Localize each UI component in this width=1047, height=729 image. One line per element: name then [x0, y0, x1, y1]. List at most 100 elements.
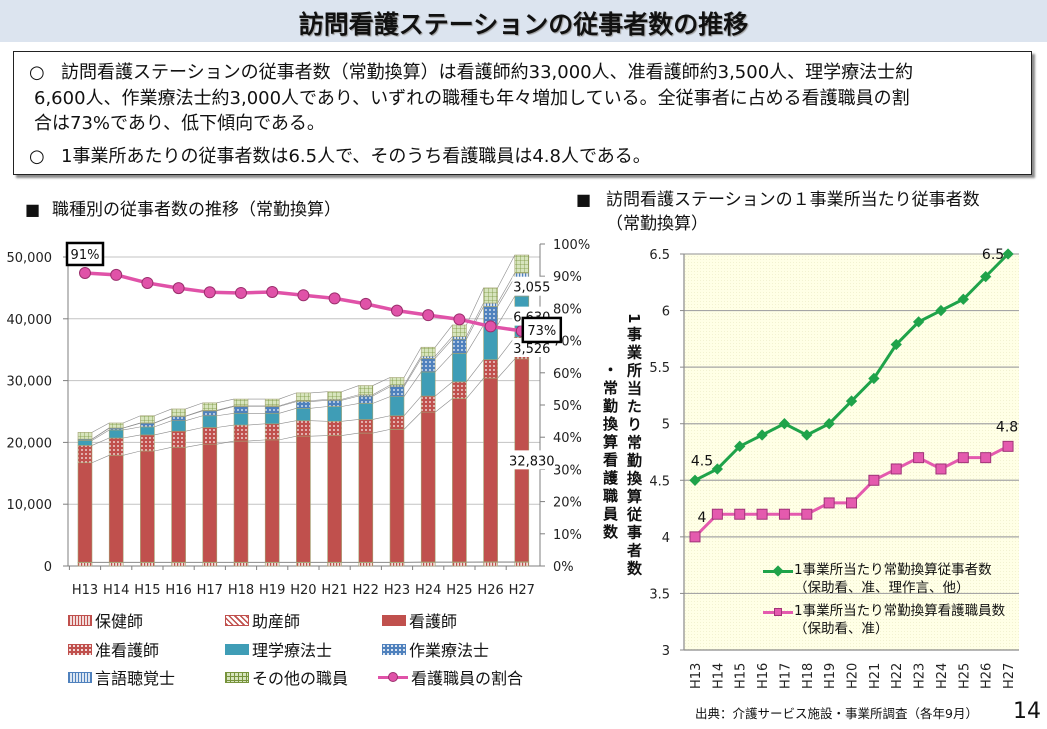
legend-label: 保健師 — [95, 612, 144, 631]
bar-segment — [327, 435, 342, 563]
bar-stack — [483, 287, 498, 567]
x-tick-label: H20 — [846, 663, 861, 689]
legend-item-sagyo: 作業療法士 — [382, 639, 489, 660]
bar-segment — [389, 429, 405, 563]
bar-segment — [202, 415, 218, 428]
bar-segment — [233, 424, 249, 442]
y-tick-label-left: 50,000 — [7, 251, 53, 266]
bar-segment — [233, 412, 249, 426]
series-connector-line — [435, 381, 453, 397]
x-tick-label: H16 — [756, 663, 771, 689]
series-connector-line — [434, 336, 453, 357]
callout-label: 73% — [527, 324, 556, 339]
bar-segment — [483, 561, 498, 567]
y-tick-label-right: 40% — [553, 431, 582, 446]
x-tick-label: H25 — [957, 663, 972, 689]
per-office-staff-line-chart: 3 3.5 4 4.5 5 5.5 6 6.5 H13 H14 H15 H16 H17 H18 H19 H20… — [649, 247, 1019, 689]
y-tick-label-right: 90% — [553, 270, 582, 285]
legend-label: その他の職員 — [252, 669, 349, 688]
legend-label: 言語聴覚士 — [95, 669, 176, 688]
bar-segment — [483, 377, 498, 563]
bar-segment — [140, 422, 155, 428]
bar-segment — [452, 336, 467, 340]
bar-segment — [140, 434, 155, 452]
series-connector-line — [466, 287, 484, 326]
bar-stack — [420, 346, 436, 567]
series-connector-line — [372, 415, 391, 420]
bar-segment — [296, 392, 311, 401]
bar-stack — [389, 377, 405, 567]
series-connector-line — [91, 427, 110, 440]
square-point — [890, 463, 902, 475]
series-connector-line — [91, 422, 110, 433]
bar-segment — [77, 440, 93, 446]
square-point — [756, 508, 768, 520]
series-connector-line — [341, 385, 359, 393]
callout-label: 91% — [71, 248, 100, 263]
x-tick-label: H25 — [446, 583, 472, 598]
bar-segment — [171, 430, 186, 448]
series-connector-line — [310, 406, 328, 409]
bar-segment — [327, 562, 342, 567]
data-label: 32,830 — [509, 454, 555, 469]
diamond-point — [980, 270, 992, 283]
y-tick-label: 6 — [662, 305, 670, 320]
diamond-point — [689, 474, 701, 486]
bar-segment — [420, 358, 436, 373]
series-connector-line — [497, 254, 516, 289]
bar-segment — [296, 435, 311, 563]
right-chart-title-line: 訪問看護ステーションの１事業所当たり従事者数 — [606, 190, 980, 210]
series-connector-line — [403, 347, 422, 378]
bar-segment — [389, 415, 405, 430]
legend-item-josanshi: 助産師 — [225, 610, 300, 631]
series-connector-line — [185, 443, 203, 448]
bar-segment — [264, 412, 280, 425]
ratio-point — [110, 268, 123, 281]
bar-segment — [233, 398, 249, 407]
bar-segment — [452, 562, 467, 567]
bar-segment — [171, 420, 186, 432]
bar-segment — [264, 439, 280, 563]
diamond-point — [912, 316, 925, 328]
square-point — [801, 508, 813, 520]
page-title: 訪問看護ステーションの従事者数の推移 — [298, 10, 749, 39]
series-connector-line — [310, 399, 328, 401]
diamond-point — [845, 395, 858, 407]
legend-swatch — [225, 614, 249, 626]
x-tick-label: H24 — [935, 663, 950, 689]
square-point — [1002, 440, 1014, 452]
series-connector-line — [372, 429, 391, 434]
ratio-point — [79, 266, 91, 279]
summary-line: 訪問看護ステーションの従事者数（常勤換算）は看護師約33,000人、准看護師約3… — [61, 62, 914, 83]
y-tick-label-left: 10,000 — [7, 498, 53, 513]
ratio-point — [422, 309, 435, 322]
square-point — [980, 452, 992, 464]
callout-box — [521, 316, 563, 344]
square-point — [957, 452, 969, 464]
legend-swatch — [225, 643, 249, 655]
x-tick-label: H27 — [1002, 663, 1017, 689]
x-tick-label: H26 — [980, 663, 995, 689]
bar-segment — [452, 398, 467, 563]
diamond-marker-icon — [772, 565, 784, 577]
bar-segment — [327, 421, 342, 436]
bar-segment — [296, 420, 311, 437]
bar-segment — [389, 396, 405, 417]
y-tick-label-left: 40,000 — [7, 313, 53, 328]
bar-segment — [358, 385, 374, 396]
y-tick-label-left: 0 — [44, 560, 52, 575]
x-tick-label: H17 — [778, 663, 793, 689]
x-tick-label: H14 — [103, 583, 129, 598]
bar-segment — [452, 324, 467, 337]
y-tick-label-right: 50% — [553, 399, 582, 414]
bar-segment — [420, 371, 436, 397]
left-chart-title: 職種別の従事者数の推移（常勤換算） — [52, 200, 341, 220]
series-connector-line — [310, 420, 328, 422]
bar-segment — [452, 353, 467, 383]
bar-segment — [514, 254, 530, 274]
series-connector-line — [434, 324, 453, 348]
series-connector-line — [91, 429, 110, 441]
plot-area — [684, 254, 1019, 650]
bar-segment — [420, 562, 436, 567]
bar-segment — [202, 427, 218, 445]
